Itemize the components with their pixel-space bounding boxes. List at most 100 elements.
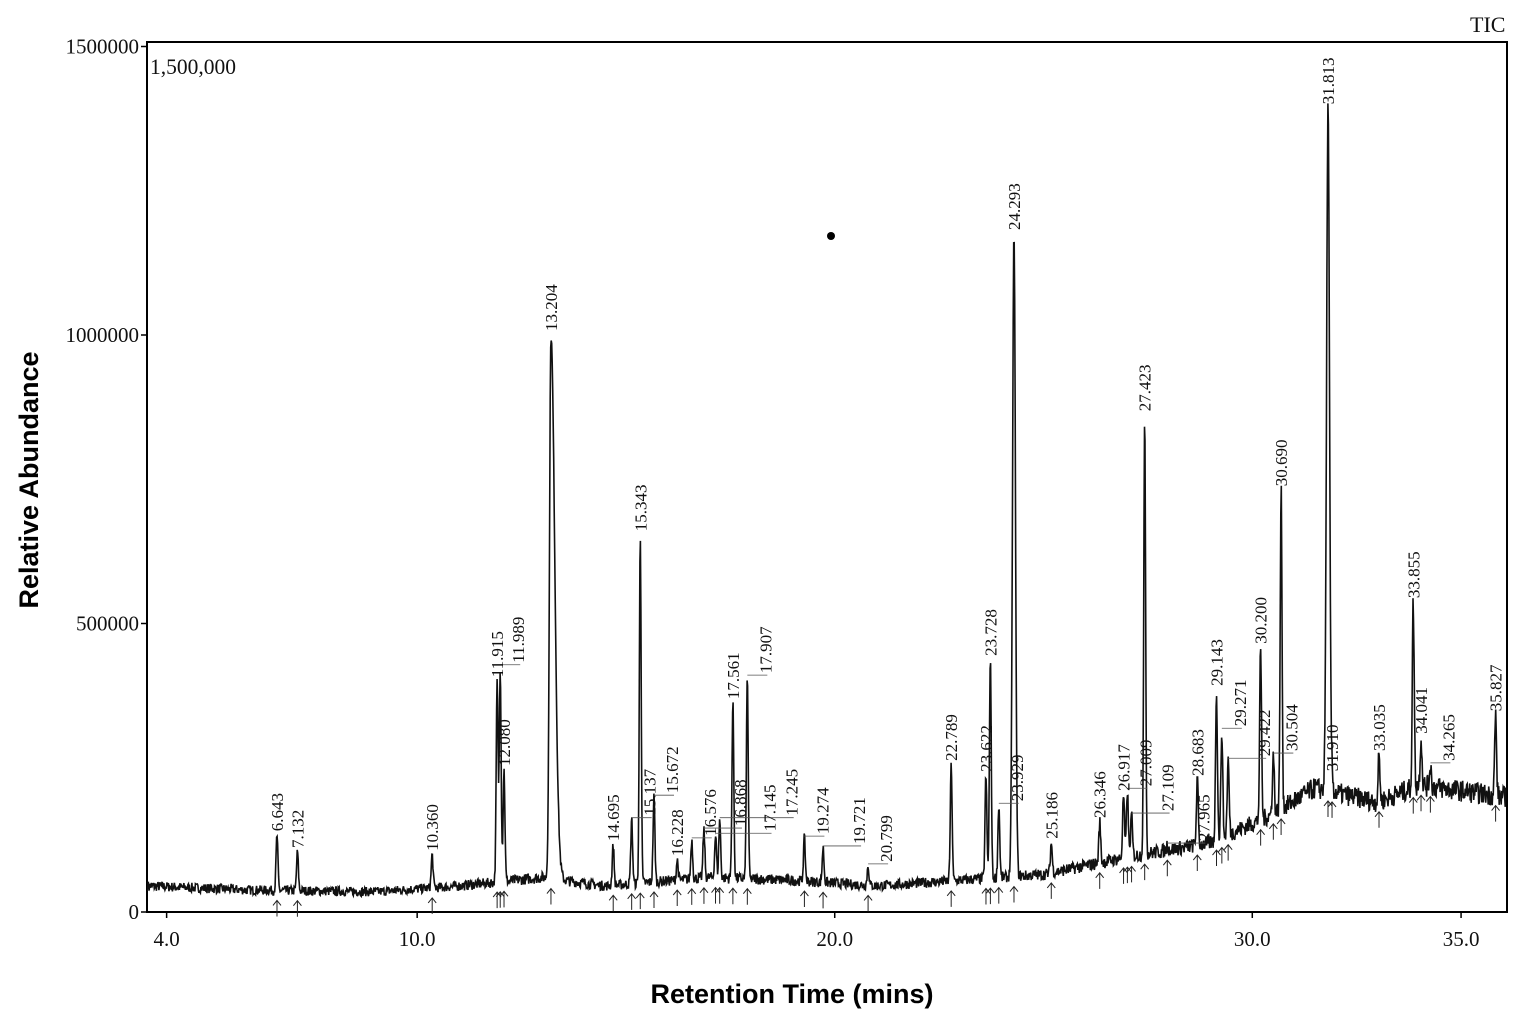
tic-trace <box>147 103 1507 899</box>
peak-label: 27.009 <box>1136 740 1155 787</box>
peak-marker-arrow <box>1256 828 1266 846</box>
peak-label: 27.965 <box>1194 794 1213 841</box>
y-tick-label: 1500000 <box>66 35 140 59</box>
peak-label: 12.080 <box>495 719 514 766</box>
peak-marker-arrow <box>1212 849 1221 867</box>
peak-marker-arrow <box>272 899 282 917</box>
peak-marker-arrow <box>687 888 697 905</box>
trace-label: TIC <box>1470 12 1505 37</box>
peak-marker-arrow <box>711 886 720 904</box>
peak-label: 27.109 <box>1159 764 1178 811</box>
peak-label: 22.789 <box>942 714 961 761</box>
peak-label: 30.504 <box>1282 704 1301 751</box>
peak-label: 17.145 <box>761 785 780 832</box>
peak-label: 34.265 <box>1439 714 1458 761</box>
y-axis-title: Relative Abundance <box>14 351 44 608</box>
peak-label: 26.346 <box>1091 771 1110 818</box>
peak-label: 28.683 <box>1188 729 1207 776</box>
x-tick-label: 30.0 <box>1234 927 1271 951</box>
peak-marker-arrow <box>981 887 991 905</box>
peak-marker-arrow <box>800 890 809 908</box>
peak-marker-arrow <box>1095 872 1105 889</box>
peak-label: 14.695 <box>604 794 623 841</box>
peak-label: 7.132 <box>288 810 307 848</box>
peak-marker-arrow <box>1416 794 1426 812</box>
peak-label: 33.035 <box>1370 704 1389 751</box>
peak-label: 25.186 <box>1042 792 1061 839</box>
peak-label: 24.293 <box>1005 183 1024 230</box>
peak-marker-arrow <box>863 894 873 912</box>
peak-marker-arrow <box>1122 866 1132 884</box>
peak-marker-arrow <box>1425 795 1435 813</box>
peak-marker-arrow <box>1162 859 1172 877</box>
peak-marker-arrow <box>728 887 738 905</box>
peak-label: 11.989 <box>509 617 528 663</box>
peak-marker-arrow <box>1268 823 1278 840</box>
peak-label: 11.915 <box>488 631 507 677</box>
peak-marker-arrow <box>1217 846 1227 864</box>
peak-marker-arrow <box>1127 865 1136 883</box>
peak-label: 23.622 <box>977 725 996 772</box>
peak-marker-arrow <box>293 899 302 917</box>
peak-marker-arrow <box>1276 818 1286 835</box>
peak-marker-arrow <box>608 894 618 912</box>
peak-label: 13.204 <box>542 284 561 331</box>
peak-label: 31.910 <box>1323 725 1342 772</box>
peak-marker-arrow <box>742 887 752 905</box>
peak-marker-arrow <box>649 891 659 908</box>
peak-label: 16.228 <box>668 809 687 856</box>
peak-label: 10.360 <box>423 804 442 851</box>
peak-marker-arrow <box>1119 867 1128 884</box>
peak-label: 29.271 <box>1231 679 1250 726</box>
y-axis: 0 500000 1000000 1500000 <box>66 35 147 924</box>
x-tick-label: 35.0 <box>1443 927 1480 951</box>
x-axis: 4.0 10.0 20.0 30.0 35.0 <box>154 912 1480 951</box>
peak-label: 30.200 <box>1252 597 1271 644</box>
peak-marker-arrow <box>818 891 828 909</box>
peak-marker-arrow <box>627 893 637 910</box>
peak-marker-arrow <box>1491 804 1500 822</box>
peak-marker-arrow <box>715 886 725 904</box>
y-tick-label: 1000000 <box>66 323 140 347</box>
x-tick-label: 10.0 <box>399 927 436 951</box>
peak-label: 23.929 <box>1008 755 1027 802</box>
peak-marker-arrow <box>495 890 505 908</box>
peak-marker-arrow <box>1408 796 1418 814</box>
peak-marker-arrow <box>1046 882 1056 899</box>
peak-label: 19.274 <box>813 787 832 834</box>
peak-label: 15.137 <box>641 768 660 815</box>
peak-marker-arrow <box>546 887 556 905</box>
peak-marker-arrow <box>699 887 709 904</box>
peak-marker-arrow <box>672 889 682 907</box>
peak-label: 20.799 <box>877 815 896 862</box>
peak-label: 34.041 <box>1412 687 1431 734</box>
plot-frame <box>146 41 1508 913</box>
peak-label: 26.917 <box>1115 744 1134 791</box>
y-tick-label: 500000 <box>76 612 139 636</box>
peak-label: 16.576 <box>701 789 720 836</box>
peak-label: 19.721 <box>850 797 869 844</box>
peak-label: 6.643 <box>268 793 287 831</box>
peak-label: 31.813 <box>1319 57 1338 104</box>
peak-label: 27.423 <box>1136 364 1155 411</box>
peak-label: 17.245 <box>783 769 802 816</box>
peak-label: 16.868 <box>731 779 750 826</box>
peak-marker-arrow <box>1374 810 1384 828</box>
peak-marker-arrow <box>1009 885 1019 903</box>
peak-marker-arrow <box>499 890 509 908</box>
peak-label: 33.855 <box>1404 551 1423 598</box>
peak-marker-arrow <box>946 890 956 907</box>
peak-marker-arrow <box>1327 801 1337 818</box>
peak-marker-arrow <box>1192 854 1202 872</box>
stray-dot <box>827 232 835 240</box>
scale-label: 1,500,000 <box>150 54 236 79</box>
peak-label: 29.143 <box>1208 639 1227 686</box>
peak-label: 23.728 <box>981 609 1000 656</box>
peak-marker-arrow <box>986 887 995 905</box>
peak-label: 15.672 <box>663 746 682 793</box>
peak-marker-arrow <box>1223 843 1233 861</box>
peak-marker-arrow <box>635 892 645 910</box>
peak-label: 17.907 <box>756 626 775 673</box>
peak-marker-arrow <box>994 886 1004 904</box>
